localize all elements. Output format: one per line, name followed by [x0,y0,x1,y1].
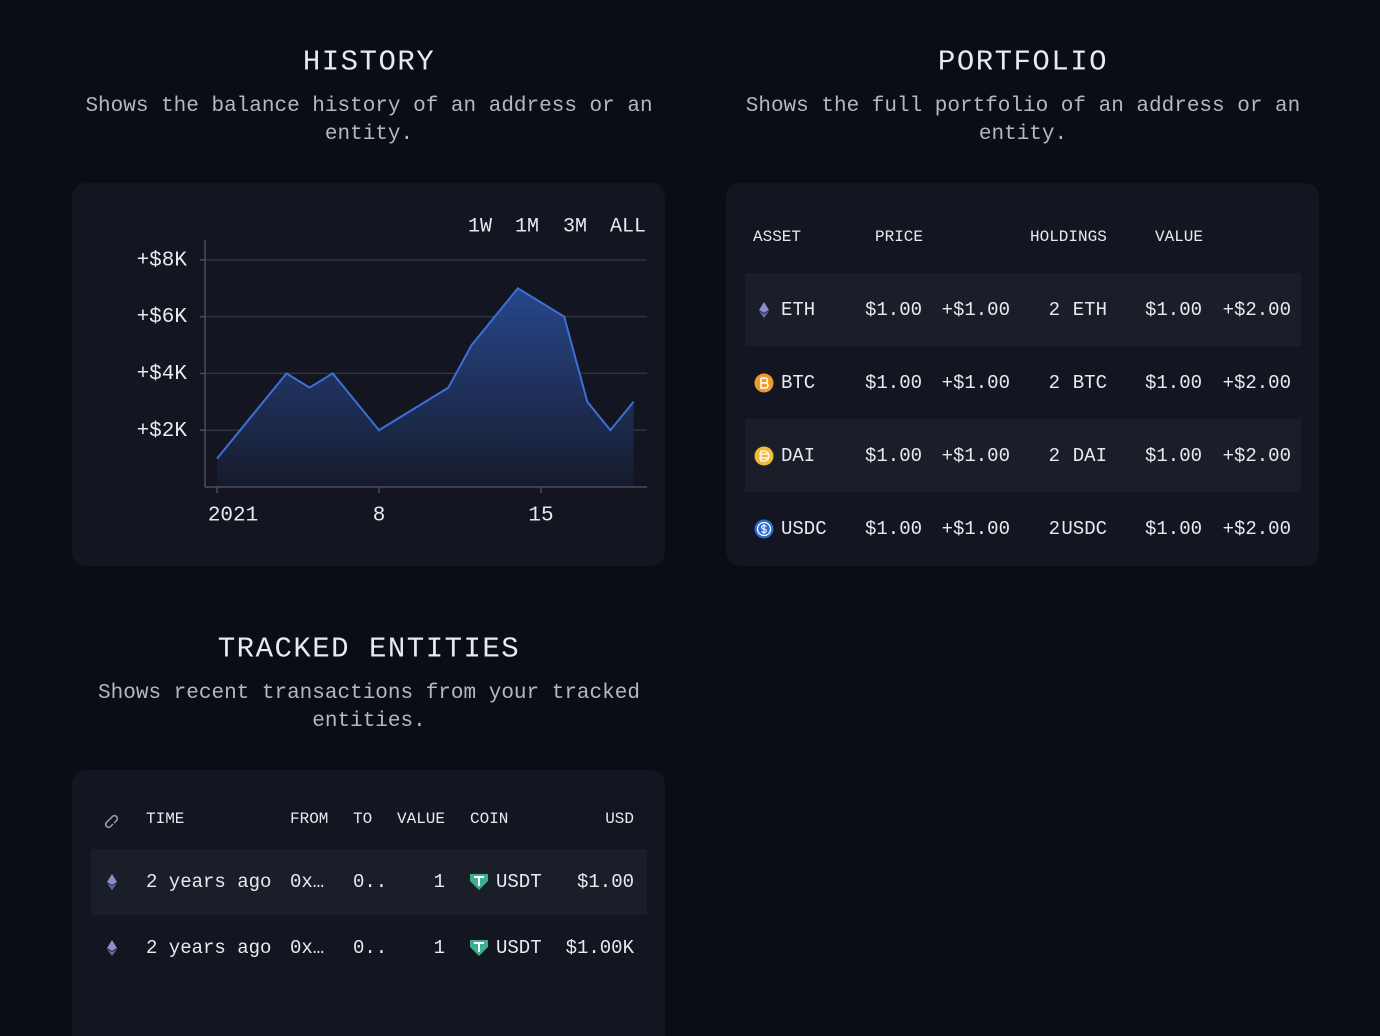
table-header: PRICE [875,228,923,246]
range-button[interactable]: 1W [468,215,492,238]
cell-price: $1.00 [865,445,922,467]
cell-to: 0.. [353,937,387,959]
eth-icon [107,874,117,885]
table-header: HOLDINGS [1030,228,1107,246]
x-tick-label: 15 [528,505,553,528]
cell-value: 1 [434,937,445,959]
eth-icon [107,883,117,890]
cell-asset: DAI [781,445,815,467]
table-header: TO [353,810,372,828]
y-tick-label: +$4K [137,363,188,386]
description-box: Shows the balance history of an address … [85,95,653,146]
table-header: VALUE [397,810,445,828]
history-chart: 1W 1M 3M ALL +$2K +$4K +$6K +$8K 2021 8 15 [137,215,647,528]
y-tick-label: +$6K [137,306,188,329]
table-header: COIN [470,810,508,828]
cell-price-change: +$1.00 [942,372,1010,394]
area-line [216,286,635,460]
usdt-glyph [474,876,484,886]
cell-symbol: DAI [1073,445,1107,467]
cell-time[interactable]: 2 years ago [146,871,271,893]
table-header: VALUE [1155,228,1203,246]
cell-from: 0x… [290,871,324,893]
cell-time[interactable]: 2 years ago [146,937,271,959]
cell-coin: USDT [496,937,542,959]
table-row-bg [745,273,1301,346]
cell-coin: USDT [496,871,542,893]
cell-value: $1.00 [1145,372,1202,394]
section-title: PORTFOLIO [938,46,1108,79]
cell-asset: BTC [781,372,815,394]
cell-to: 0.. [353,871,387,893]
cell-price: $1.00 [865,518,922,540]
table-header: TIME [146,810,184,828]
section-description: Shows the balance history of an address … [85,95,653,146]
cell-asset: USDC [781,518,827,540]
description-box: Shows recent transactions from your trac… [98,682,640,733]
eth-icon [759,311,769,318]
table-header: USD [605,810,634,828]
cell-price-change: +$1.00 [942,299,1010,321]
x-tick-label: 8 [373,505,386,528]
cell-asset: ETH [781,299,815,321]
table-header: FROM [290,810,328,828]
area-fill [217,288,634,487]
dai-icon [754,446,774,466]
table-row-bg [91,849,647,915]
eth-icon [759,302,769,313]
section-description: Shows recent transactions from your trac… [98,682,640,733]
x-tick-label: 2021 [208,505,258,528]
usdc-glyph [761,524,767,534]
btc-glyph [760,377,769,389]
table-row-bg [745,419,1301,492]
cell-value-change: +$2.00 [1223,518,1291,540]
section-description: Shows the full portfolio of an address o… [745,95,1301,146]
eth-icon [107,949,117,956]
cell-symbol: USDC [1061,518,1107,540]
dai-glyph [759,450,770,462]
cell-value-change: +$2.00 [1223,299,1291,321]
y-tick-label: +$8K [137,249,188,272]
range-button[interactable]: 1M [515,215,539,238]
cell-price: $1.00 [865,372,922,394]
cell-price-change: +$1.00 [942,518,1010,540]
cell-value: $1.00 [1145,518,1202,540]
cell-value: $1.00 [1145,445,1202,467]
range-button[interactable]: ALL [610,215,646,238]
cell-holdings: 2 [1049,372,1060,394]
eth-icon [107,940,117,951]
usdc-ring [756,521,772,537]
cell-symbol: BTC [1073,372,1107,394]
cell-usd: $1.00 [577,871,634,893]
cell-usd: $1.00K [566,937,635,959]
cell-value-change: +$2.00 [1223,372,1291,394]
cell-price-change: +$1.00 [942,445,1010,467]
cell-from: 0x… [290,937,324,959]
y-tick-label: +$2K [137,420,188,443]
cell-holdings: 2 [1049,518,1060,540]
cell-value-change: +$2.00 [1223,445,1291,467]
cell-symbol: ETH [1073,299,1107,321]
cell-value: 1 [434,871,445,893]
description-box: Shows the full portfolio of an address o… [745,95,1301,146]
cell-price: $1.00 [865,299,922,321]
table-header: ASSET [753,228,801,246]
section-title: TRACKED ENTITIES [218,633,520,666]
cell-value: $1.00 [1145,299,1202,321]
usdt-glyph [474,942,484,952]
cell-holdings: 2 [1049,445,1060,467]
range-button[interactable]: 3M [563,215,587,238]
section-title: HISTORY [303,46,435,79]
link-icon [104,814,119,829]
cell-holdings: 2 [1049,299,1060,321]
